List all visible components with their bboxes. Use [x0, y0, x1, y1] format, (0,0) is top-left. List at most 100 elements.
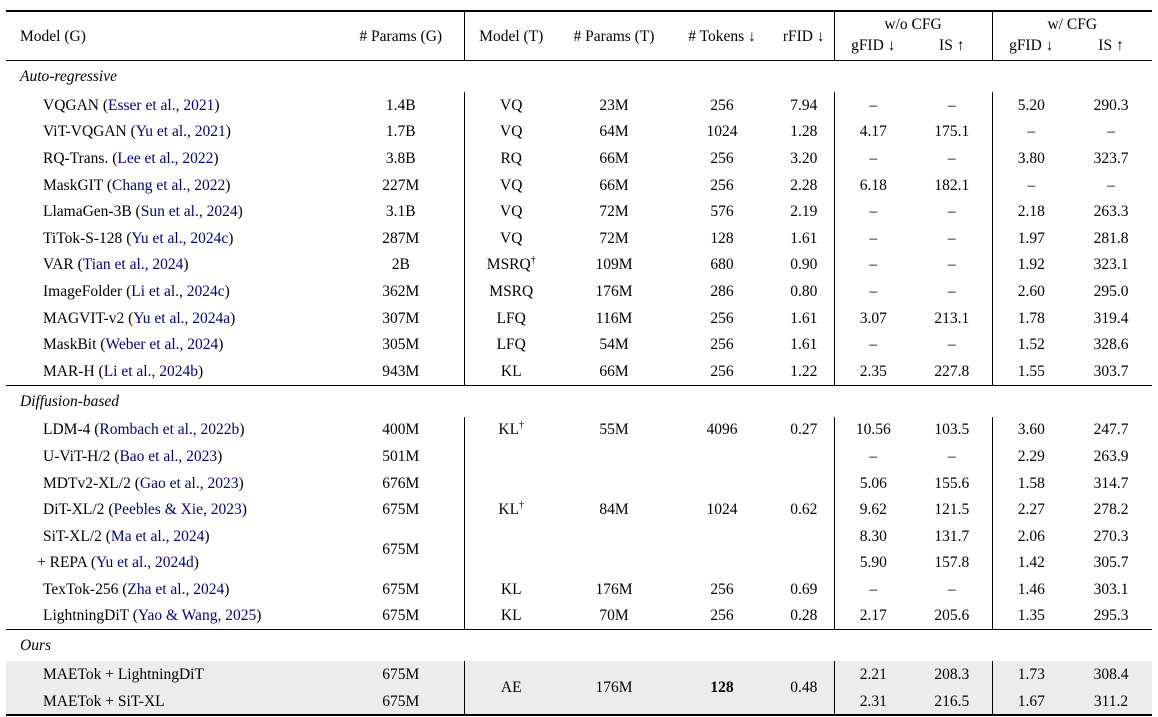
- model-name: MaskBit: [43, 336, 97, 354]
- tokens-cell: [670, 550, 774, 577]
- table-row: LlamaGen-3B (Sun et al., 2024) 3.1B VQ 72M 5…: [6, 198, 1152, 225]
- wo-cfg-gfid-cell: –: [833, 92, 912, 119]
- section-row: Ours: [6, 629, 1152, 662]
- rfid-cell: 2.28: [790, 176, 818, 194]
- citation-link[interactable]: Weber et al., 2024: [105, 336, 219, 354]
- model-name: MDTv2-XL/2: [43, 474, 131, 492]
- table-row: U-ViT-H/2 (Bao et al., 2023) 501M – – 2.29 26…: [6, 443, 1152, 470]
- citation-link[interactable]: Bao et al., 2023: [119, 447, 218, 465]
- params-t-cell: [558, 443, 670, 470]
- tokens-cell: 256: [710, 580, 734, 598]
- model-cell: RQ-Trans. (Lee et al., 2022): [43, 149, 219, 167]
- w-cfg-gfid-cell: 1.97: [991, 224, 1070, 252]
- table-row: MaskGIT (Chang et al., 2022) 227M VQ 66M 256…: [6, 171, 1152, 199]
- table-row: MAETok + SiT-XL 675M 2.31 216.5 1.67 311.2: [6, 687, 1152, 716]
- citation-link[interactable]: Tian et al., 2024: [82, 256, 184, 274]
- citation-link[interactable]: Yu et al., 2024a: [133, 309, 231, 327]
- section-title: Ours: [6, 629, 1152, 662]
- results-table: Model (G) # Params (G) Model (T) # Param…: [6, 10, 1152, 717]
- model-name: + REPA: [37, 554, 87, 572]
- tokens-cell: 256: [710, 176, 734, 194]
- w-cfg-is-cell: 323.1: [1093, 256, 1129, 274]
- wo-cfg-gfid-cell: –: [833, 224, 912, 252]
- w-cfg-is-cell: 303.1: [1093, 580, 1129, 598]
- citation-link[interactable]: Yu et al., 2024d: [96, 554, 194, 572]
- w-cfg-is-cell: 305.7: [1093, 554, 1129, 572]
- tokens-cell: 256: [710, 149, 734, 167]
- wo-cfg-gfid-cell: 9.62: [833, 496, 912, 523]
- citation-link[interactable]: Peebles & Xie, 2023: [113, 501, 242, 519]
- col-header-w-gfid: gFID ↓: [991, 35, 1070, 61]
- wo-cfg-is-cell: –: [947, 149, 956, 167]
- model-name: MAR-H: [43, 362, 95, 380]
- rfid-cell: [774, 470, 834, 497]
- model-cell: MDTv2-XL/2 (Gao et al., 2023): [43, 474, 244, 492]
- tokens-cell: 256: [710, 336, 734, 354]
- model-name: VQGAN: [43, 96, 99, 114]
- wo-cfg-gfid-cell: –: [833, 145, 912, 172]
- params-t-cell: [558, 523, 670, 550]
- citation-link[interactable]: Yu et al., 2021: [135, 123, 226, 141]
- w-cfg-gfid-cell: 5.20: [991, 92, 1070, 119]
- params-g-cell: 675M: [382, 501, 420, 519]
- model-name: SiT-XL/2: [43, 527, 102, 545]
- citation-link[interactable]: Ma et al., 2024: [110, 527, 205, 545]
- rfid-cell: 7.94: [790, 96, 818, 114]
- model-cell: SiT-XL/2 (Ma et al., 2024): [43, 527, 210, 545]
- rfid-cell: 0.28: [790, 607, 818, 625]
- w-cfg-gfid-cell: 2.18: [991, 198, 1070, 225]
- rfid-cell: 0.80: [790, 282, 818, 300]
- citation-link[interactable]: Yu et al., 2024c: [131, 229, 229, 247]
- w-cfg-is-cell: 290.3: [1093, 96, 1129, 114]
- citation-link[interactable]: Li et al., 2024c: [131, 282, 225, 300]
- model-name: TexTok-256: [43, 580, 119, 598]
- citation-link[interactable]: Zha et al., 2024: [127, 580, 225, 598]
- col-header-rfid: rFID ↓: [774, 11, 834, 61]
- params-g-cell: 501M: [382, 447, 420, 465]
- citation-link[interactable]: Sun et al., 2024: [140, 203, 238, 221]
- citation-link[interactable]: Chang et al., 2022: [112, 176, 226, 194]
- citation-link[interactable]: Esser et al., 2021: [108, 96, 215, 114]
- params-t-cell: 55M: [599, 421, 629, 439]
- table-header: Model (G) # Params (G) Model (T) # Param…: [6, 11, 1152, 61]
- col-header-tokens: # Tokens ↓: [670, 11, 774, 61]
- citation-link[interactable]: Rombach et al., 2022b: [99, 421, 240, 439]
- citation-link[interactable]: Li et al., 2024b: [103, 362, 198, 380]
- w-cfg-gfid-cell: 1.67: [991, 687, 1070, 716]
- model-cell: ImageFolder (Li et al., 2024c): [43, 282, 230, 300]
- col-header-params-g: # Params (G): [338, 11, 464, 61]
- w-cfg-gfid-cell: 1.42: [991, 549, 1070, 577]
- table-row: MAETok + LightningDiT 675M AE 176M 128 0.48 2.…: [6, 661, 1152, 716]
- model-cell: MAGVIT-v2 (Yu et al., 2024a): [43, 309, 236, 327]
- model-t-cell: AE: [463, 661, 558, 716]
- col-header-model-g: Model (G): [6, 11, 338, 61]
- model-t-cell: LFQ: [463, 304, 558, 332]
- wo-cfg-gfid-cell: –: [833, 198, 912, 225]
- rfid-cell: 2.19: [790, 203, 818, 221]
- rfid-cell: 0.62: [790, 501, 818, 519]
- model-name: ImageFolder: [43, 282, 123, 300]
- section-row: Auto-regressive: [6, 61, 1152, 93]
- w-cfg-gfid-cell: 2.29: [991, 443, 1070, 470]
- wo-cfg-gfid-cell: 6.18: [833, 171, 912, 199]
- wo-cfg-is-cell: –: [947, 256, 956, 274]
- citation-link[interactable]: Gao et al., 2023: [139, 474, 239, 492]
- rfid-cell: 1.61: [790, 309, 818, 327]
- params-g-cell: 675M: [338, 661, 464, 688]
- dagger-mark: †: [519, 499, 525, 511]
- model-name: MaskGIT: [43, 176, 103, 194]
- model-t-cell: VQ: [463, 118, 558, 146]
- rfid-cell: 1.61: [790, 336, 818, 354]
- model-t-cell: [463, 522, 558, 550]
- wo-cfg-gfid-cell: 2.31: [833, 687, 912, 716]
- model-cell: ViT-VQGAN (Yu et al., 2021): [43, 123, 231, 141]
- model-t-cell: [463, 549, 558, 577]
- section-title: Diffusion-based: [6, 384, 1152, 417]
- citation-link[interactable]: Lee et al., 2022: [117, 149, 214, 167]
- citation-link[interactable]: Yao & Wang, 2025: [137, 607, 257, 625]
- wo-cfg-gfid-cell: –: [833, 443, 912, 470]
- rfid-cell: 1.28: [790, 123, 818, 141]
- model-cell: MaskGIT (Chang et al., 2022): [43, 176, 231, 194]
- wo-cfg-gfid-cell: 2.17: [833, 602, 912, 630]
- model-name: MAETok + LightningDiT: [43, 666, 204, 684]
